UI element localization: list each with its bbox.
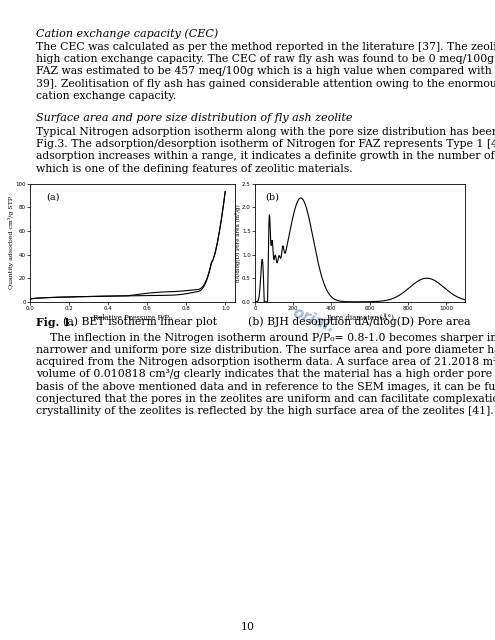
Text: VNBRI Press: VNBRI Press [355,245,455,308]
Text: Surface area and pore size distribution of fly ash zeolite: Surface area and pore size distribution … [36,113,352,123]
Y-axis label: Quantity adsorbed cm³/g STP: Quantity adsorbed cm³/g STP [8,196,14,289]
Text: orial.: orial. [290,305,337,335]
Text: 39]. Zeolitisation of fly ash has gained considerable attention owing to the eno: 39]. Zeolitisation of fly ash has gained… [36,79,495,88]
Text: 10: 10 [241,622,254,632]
Text: Cation exchange capacity (CEC): Cation exchange capacity (CEC) [36,28,218,38]
Text: Fig.3. The adsorption/desorption isotherm of Nitrogen for FAZ represents Type 1 : Fig.3. The adsorption/desorption isother… [36,140,495,149]
Text: acquired from the Nitrogen adsorption isotherm data. A surface area of 21.2018 m: acquired from the Nitrogen adsorption is… [36,357,495,367]
Text: FAZ was estimated to be 457 meq/100g which is a high value when compared with li: FAZ was estimated to be 457 meq/100g whi… [36,67,495,76]
Text: cation exchange capacity.: cation exchange capacity. [36,91,176,101]
Text: conjectured that the pores in the zeolites are uniform and can facilitate comple: conjectured that the pores in the zeolit… [36,394,495,404]
Text: (b): (b) [265,192,280,201]
Text: adsorption increases within a range, it indicates a definite growth in the numbe: adsorption increases within a range, it … [36,152,495,161]
Text: The CEC was calculated as per the method reported in the literature [37]. The ze: The CEC was calculated as per the method… [36,42,495,52]
Text: (a): (a) [47,192,60,201]
Text: high cation exchange capacity. The CEC of raw fly ash was found to be 0 meq/100g: high cation exchange capacity. The CEC o… [36,54,495,64]
Text: Typical Nitrogen adsorption isotherm along with the pore size distribution has b: Typical Nitrogen adsorption isotherm alo… [36,127,495,137]
Text: (b) BJH desorption dA/dlog(D) Pore area: (b) BJH desorption dA/dlog(D) Pore area [248,317,471,328]
Text: (a) BET isotherm linear plot: (a) BET isotherm linear plot [63,317,217,328]
Text: The inflection in the Nitrogen isotherm around P/P₀= 0.8-1.0 becomes sharper ind: The inflection in the Nitrogen isotherm … [36,333,495,343]
Y-axis label: dA/dlog(D) Pore area (m²/g): dA/dlog(D) Pore area (m²/g) [235,204,241,282]
Text: crystallinity of the zeolites is reflected by the high surface area of the zeoli: crystallinity of the zeolites is reflect… [36,406,494,416]
Text: 30: 30 [155,282,180,304]
X-axis label: Pore diameter (Å°): Pore diameter (Å°) [327,314,394,322]
Text: basis of the above mentioned data and in reference to the SEM images, it can be : basis of the above mentioned data and in… [36,381,495,392]
Text: volume of 0.010818 cm³/g clearly indicates that the material has a high order po: volume of 0.010818 cm³/g clearly indicat… [36,369,495,380]
Text: narrower and uniform pore size distribution. The surface area and pore diameter : narrower and uniform pore size distribut… [36,345,495,355]
Text: which is one of the defining features of zeolitic materials.: which is one of the defining features of… [36,164,352,173]
X-axis label: Relative Pressure P/P₀: Relative Pressure P/P₀ [93,314,172,322]
Text: Fig. 1.: Fig. 1. [36,317,74,328]
